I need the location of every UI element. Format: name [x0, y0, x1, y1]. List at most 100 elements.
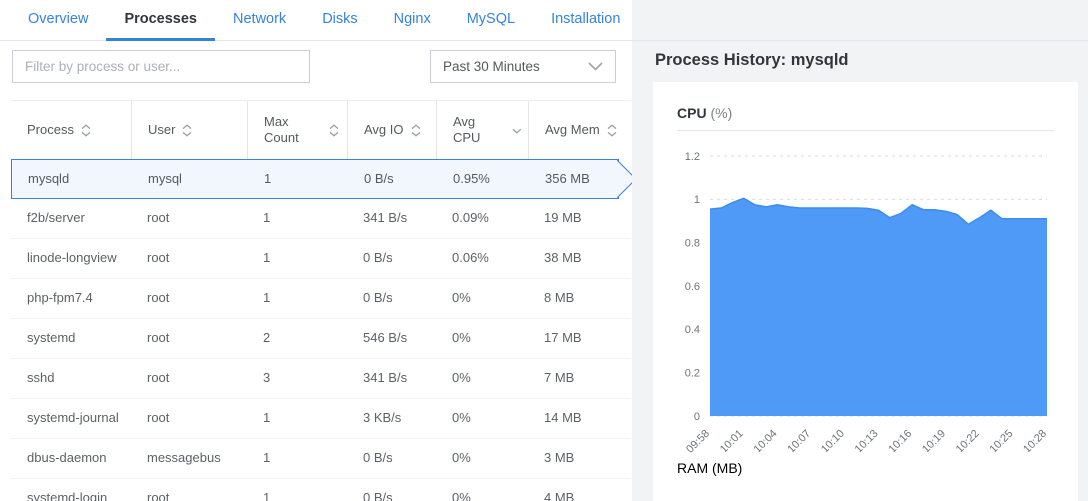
- card-divider: [677, 130, 1054, 131]
- cell-avg_mem: 8 MB: [544, 290, 575, 306]
- cell-user: mysql: [148, 170, 182, 186]
- tab-mysql[interactable]: MySQL: [466, 11, 516, 27]
- cell-user: root: [147, 210, 170, 226]
- cell-avg_mem: 4 MB: [544, 490, 575, 501]
- tab-processes[interactable]: Processes: [106, 0, 215, 41]
- cell-avg_io: 0 B/s: [363, 490, 393, 501]
- cell-avg_cpu: 0%: [452, 410, 471, 426]
- left-pane: Overview Processes Network Disks Nginx MySQL I…: [0, 0, 637, 501]
- cell-user: messagebus: [147, 450, 221, 466]
- cell-avg_io: 341 B/s: [363, 210, 408, 226]
- cell-user: root: [147, 410, 170, 426]
- ram-chart-unit: (MB): [712, 460, 743, 476]
- cell-user: root: [147, 250, 170, 266]
- cpu-chart-unit: (%): [710, 105, 733, 121]
- column-label: Max Count: [264, 113, 299, 145]
- x-tick-label: 10:22: [954, 428, 982, 452]
- cell-user: root: [147, 290, 170, 306]
- x-tick-label: 10:16: [886, 428, 914, 452]
- cell-user: root: [147, 330, 170, 346]
- process-table-header: Process User Max Count Avg IO Avg CPU Avg Mem: [11, 100, 631, 159]
- table-row-systemd-journal[interactable]: systemd-journal root 1 3 KB/s 0% 14 MB: [11, 399, 631, 439]
- time-range-select[interactable]: Past 30 Minutes: [430, 50, 616, 83]
- cell-process: linode-longview: [27, 250, 117, 266]
- cell-max_count: 1: [264, 170, 272, 186]
- cell-avg_io: 546 B/s: [363, 330, 408, 346]
- tab-installation[interactable]: Installation: [551, 11, 621, 27]
- chevron-down-icon: [588, 62, 603, 71]
- cpu-area-fill: [710, 198, 1047, 416]
- sort-both-icon: [329, 123, 339, 137]
- column-header-user[interactable]: User: [131, 101, 247, 159]
- cell-avg_mem: 19 MB: [544, 210, 582, 226]
- filter-controls: Past 30 Minutes: [0, 41, 632, 100]
- cell-max_count: 3: [263, 370, 271, 386]
- column-header-process[interactable]: Process: [11, 101, 131, 159]
- table-row-sshd[interactable]: sshd root 3 341 B/s 0% 7 MB: [11, 359, 631, 399]
- y-tick-label: 1: [694, 194, 700, 206]
- table-row-linode-longview[interactable]: linode-longview root 1 0 B/s 0.06% 38 MB: [11, 239, 631, 279]
- table-row-mysqld[interactable]: mysqld mysql 1 0 B/s 0.95% 356 MB: [11, 159, 637, 199]
- column-header-max-count[interactable]: Max Count: [247, 101, 347, 159]
- cell-avg_io: 341 B/s: [363, 370, 408, 386]
- table-row-f2b/server[interactable]: f2b/server root 1 341 B/s 0.09% 19 MB: [11, 199, 631, 239]
- cell-avg_mem: 17 MB: [544, 330, 582, 346]
- process-history-pane: Process History: mysqld CPU (%) 0 0.2 0.4 0…: [632, 0, 1088, 501]
- cell-avg_io: 0 B/s: [363, 250, 393, 266]
- column-label: Avg Mem: [545, 121, 600, 137]
- cell-avg_cpu: 0%: [452, 290, 471, 306]
- process-table: Process User Max Count Avg IO Avg CPU Avg Mem…: [11, 100, 637, 501]
- sort-both-icon: [81, 123, 91, 137]
- column-header-avg-io[interactable]: Avg IO: [347, 101, 436, 159]
- cell-avg_io: 0 B/s: [363, 450, 393, 466]
- x-tick-label: 10:07: [785, 428, 813, 452]
- y-tick-label: 0: [694, 411, 700, 423]
- process-filter-input[interactable]: [12, 50, 310, 83]
- cell-max_count: 1: [263, 250, 271, 266]
- table-row-systemd-login[interactable]: systemd-login root 1 0 B/s 0% 4 MB: [11, 479, 631, 501]
- y-tick-label: 0.4: [685, 324, 700, 336]
- table-row-systemd[interactable]: systemd root 2 546 B/s 0% 17 MB: [11, 319, 631, 359]
- ram-chart-heading: RAM (MB): [653, 452, 1078, 476]
- process-history-card: CPU (%) 0 0.2 0.4 0.6 0.8 1 1.2 09:58 10:01 10:04…: [653, 82, 1078, 501]
- y-tick-label: 0.2: [685, 367, 700, 379]
- cell-avg_cpu: 0%: [452, 490, 471, 501]
- cpu-chart-heading: CPU (%): [653, 82, 1078, 121]
- cell-user: root: [147, 490, 170, 501]
- x-tick-label: 10:04: [752, 428, 780, 452]
- cell-process: systemd: [27, 330, 76, 346]
- cpu-area-chart: 00.20.40.60.811.209:58 10:01 10:04 10:07 10:…: [684, 151, 1049, 452]
- x-tick-label: 10:19: [920, 428, 948, 452]
- x-tick-label: 10:25: [987, 428, 1015, 452]
- cell-avg_cpu: 0.09%: [452, 210, 489, 226]
- cell-avg_cpu: 0.95%: [453, 170, 490, 186]
- time-range-value: Past 30 Minutes: [443, 59, 540, 74]
- cell-max_count: 1: [263, 210, 271, 226]
- cell-process: systemd-login: [27, 490, 108, 501]
- sort-desc-icon: [512, 128, 522, 134]
- cpu-line: [709, 197, 1047, 226]
- table-row-dbus-daemon[interactable]: dbus-daemon messagebus 1 0 B/s 0% 3 MB: [11, 439, 631, 479]
- cell-process: systemd-journal: [27, 410, 119, 426]
- cell-avg_cpu: 0%: [452, 450, 471, 466]
- tab-network[interactable]: Network: [233, 11, 287, 27]
- cell-avg_io: 0 B/s: [364, 170, 394, 186]
- cell-process: mysqld: [28, 170, 70, 186]
- column-label: Avg IO: [364, 121, 404, 137]
- cell-max_count: 1: [263, 490, 271, 501]
- cell-max_count: 1: [263, 290, 271, 306]
- cell-process: php-fpm7.4: [27, 290, 93, 306]
- tab-overview[interactable]: Overview: [28, 11, 89, 27]
- cell-avg_io: 0 B/s: [363, 290, 393, 306]
- cpu-chart-title: CPU: [677, 105, 707, 121]
- y-tick-label: 1.2: [685, 151, 700, 163]
- tab-disks[interactable]: Disks: [322, 11, 358, 27]
- cell-avg_mem: 3 MB: [544, 450, 575, 466]
- tab-nginx[interactable]: Nginx: [393, 11, 431, 27]
- cell-avg_io: 3 KB/s: [363, 410, 402, 426]
- column-header-avg-mem[interactable]: Avg Mem: [528, 101, 631, 159]
- x-tick-label: 09:58: [684, 428, 712, 452]
- table-row-php-fpm7.4[interactable]: php-fpm7.4 root 1 0 B/s 0% 8 MB: [11, 279, 631, 319]
- column-header-avg-cpu[interactable]: Avg CPU: [436, 101, 528, 159]
